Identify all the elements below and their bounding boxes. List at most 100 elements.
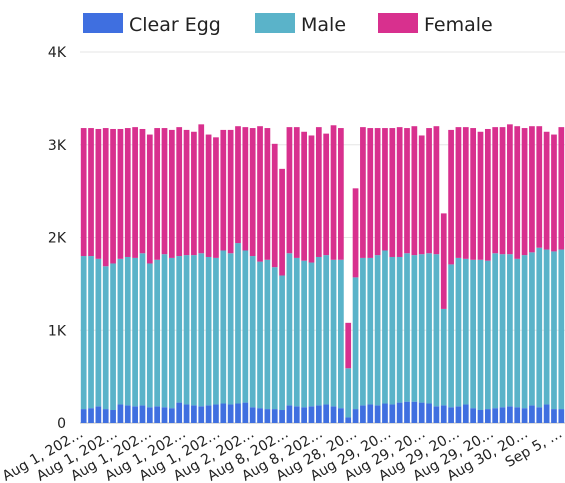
bar-male-18 (213, 257, 219, 405)
legend-label-2: Female (424, 14, 493, 36)
legend-swatch-1 (255, 13, 295, 33)
bar-male-22 (242, 250, 249, 403)
bar-clear-egg-7 (132, 406, 138, 423)
bar-male-61 (529, 252, 535, 406)
bar-female-49 (440, 213, 447, 309)
bar-female-55 (484, 128, 491, 261)
bar-female-5 (117, 128, 124, 259)
bar-male-32 (315, 256, 322, 406)
bar-male-52 (462, 258, 469, 405)
bar-clear-egg-25 (264, 409, 271, 423)
bar-male-14 (183, 255, 190, 405)
bar-female-3 (102, 128, 109, 267)
bar-female-30 (301, 131, 307, 261)
bar-female-56 (492, 127, 499, 254)
bar-clear-egg-48 (433, 406, 440, 423)
bar-clear-egg-33 (323, 404, 330, 423)
bar-male-3 (102, 266, 109, 410)
bar-clear-egg-13 (176, 402, 183, 423)
bar-female-33 (323, 133, 330, 256)
bar-female-64 (551, 134, 557, 252)
bar-female-7 (132, 127, 138, 258)
bar-female-4 (110, 128, 116, 264)
bar-male-9 (146, 263, 153, 408)
bar-male-26 (271, 267, 278, 410)
bar-clear-egg-15 (191, 405, 197, 423)
bar-female-47 (426, 128, 432, 254)
bar-clear-egg-55 (484, 409, 491, 423)
bar-female-21 (235, 126, 241, 244)
bar-female-23 (249, 128, 256, 257)
bar-clear-egg-59 (514, 407, 521, 423)
bar-clear-egg-57 (499, 407, 506, 423)
bar-male-35 (338, 259, 344, 409)
bar-female-17 (205, 134, 212, 257)
bar-female-0 (80, 128, 87, 257)
bar-female-11 (161, 128, 168, 255)
y-tick-label-0: 0 (57, 416, 66, 432)
bar-male-40 (374, 255, 381, 406)
gridlines (80, 51, 565, 424)
bar-female-16 (198, 124, 205, 254)
bar-clear-egg-36 (345, 417, 352, 423)
bar-clear-egg-43 (396, 402, 403, 423)
bar-female-13 (176, 127, 183, 257)
bar-female-8 (139, 128, 146, 254)
bar-clear-egg-63 (543, 404, 550, 423)
bar-male-0 (80, 256, 87, 410)
bar-clear-egg-34 (330, 406, 337, 423)
bar-female-18 (213, 137, 219, 258)
bar-clear-egg-39 (367, 404, 374, 423)
bar-female-27 (279, 168, 285, 276)
bar-female-60 (521, 128, 528, 256)
bar-clear-egg-16 (198, 406, 205, 423)
bar-male-6 (124, 256, 131, 406)
bar-male-36 (345, 368, 352, 418)
bar-clear-egg-35 (338, 408, 344, 423)
bar-male-27 (279, 275, 285, 411)
legend-swatch-0 (83, 13, 123, 33)
bar-clear-egg-45 (411, 401, 418, 423)
bar-male-23 (249, 256, 256, 408)
bar-male-64 (551, 251, 557, 410)
bar-clear-egg-10 (154, 406, 161, 423)
bar-male-47 (426, 253, 432, 404)
bar-male-45 (411, 255, 418, 402)
bar-female-59 (514, 126, 521, 259)
bar-clear-egg-65 (558, 409, 565, 423)
bar-male-53 (470, 259, 477, 409)
bar-clear-egg-31 (308, 406, 315, 423)
bar-clear-egg-0 (80, 409, 87, 423)
bar-male-56 (492, 253, 499, 409)
bar-female-6 (124, 128, 131, 257)
bar-clear-egg-40 (374, 405, 381, 423)
bar-clear-egg-64 (551, 409, 557, 423)
bar-male-46 (418, 254, 425, 403)
bar-female-50 (448, 129, 454, 265)
bar-male-24 (257, 261, 263, 409)
bar-clear-egg-47 (426, 403, 432, 423)
bar-female-63 (543, 131, 550, 250)
bar-male-65 (558, 249, 565, 410)
bar-female-28 (286, 127, 293, 254)
bar-male-55 (484, 260, 491, 410)
bar-clear-egg-41 (382, 403, 388, 423)
bar-male-25 (264, 259, 271, 410)
bar-male-21 (235, 243, 241, 404)
bar-male-62 (536, 247, 543, 408)
bar-clear-egg-53 (470, 408, 477, 423)
bar-clear-egg-20 (227, 404, 234, 423)
bar-male-5 (117, 258, 124, 405)
bar-clear-egg-24 (257, 408, 263, 423)
bar-female-54 (477, 131, 484, 260)
bar-female-62 (536, 126, 543, 248)
bar-female-14 (183, 129, 190, 256)
bar-male-7 (132, 257, 138, 407)
y-tick-label-3: 3K (48, 138, 67, 154)
bar-male-57 (499, 254, 506, 408)
bar-female-34 (330, 125, 337, 260)
bar-female-41 (382, 128, 388, 251)
bar-female-31 (308, 135, 315, 263)
bar-clear-egg-62 (536, 407, 543, 423)
bar-clear-egg-2 (95, 406, 102, 423)
